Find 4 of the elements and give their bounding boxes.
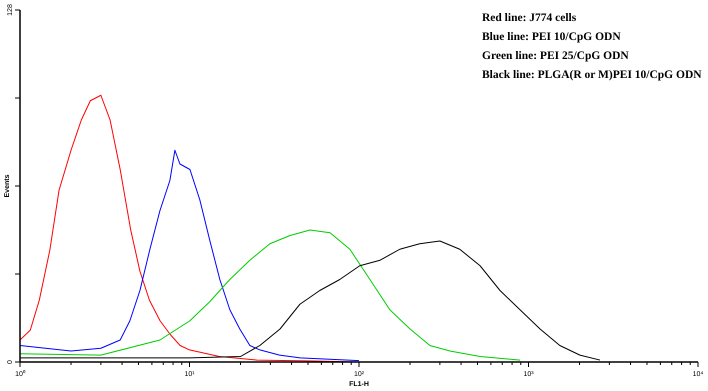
annotation: Black line: PLGA(R or M)PEI 10/CpG ODN <box>482 69 702 81</box>
annotation: Blue line: PEI 10/CpG ODN <box>482 31 622 43</box>
annotation: Red line: J774 cells <box>482 12 577 24</box>
annotation: Green line: PEI 25/CpG ODN <box>482 50 630 62</box>
